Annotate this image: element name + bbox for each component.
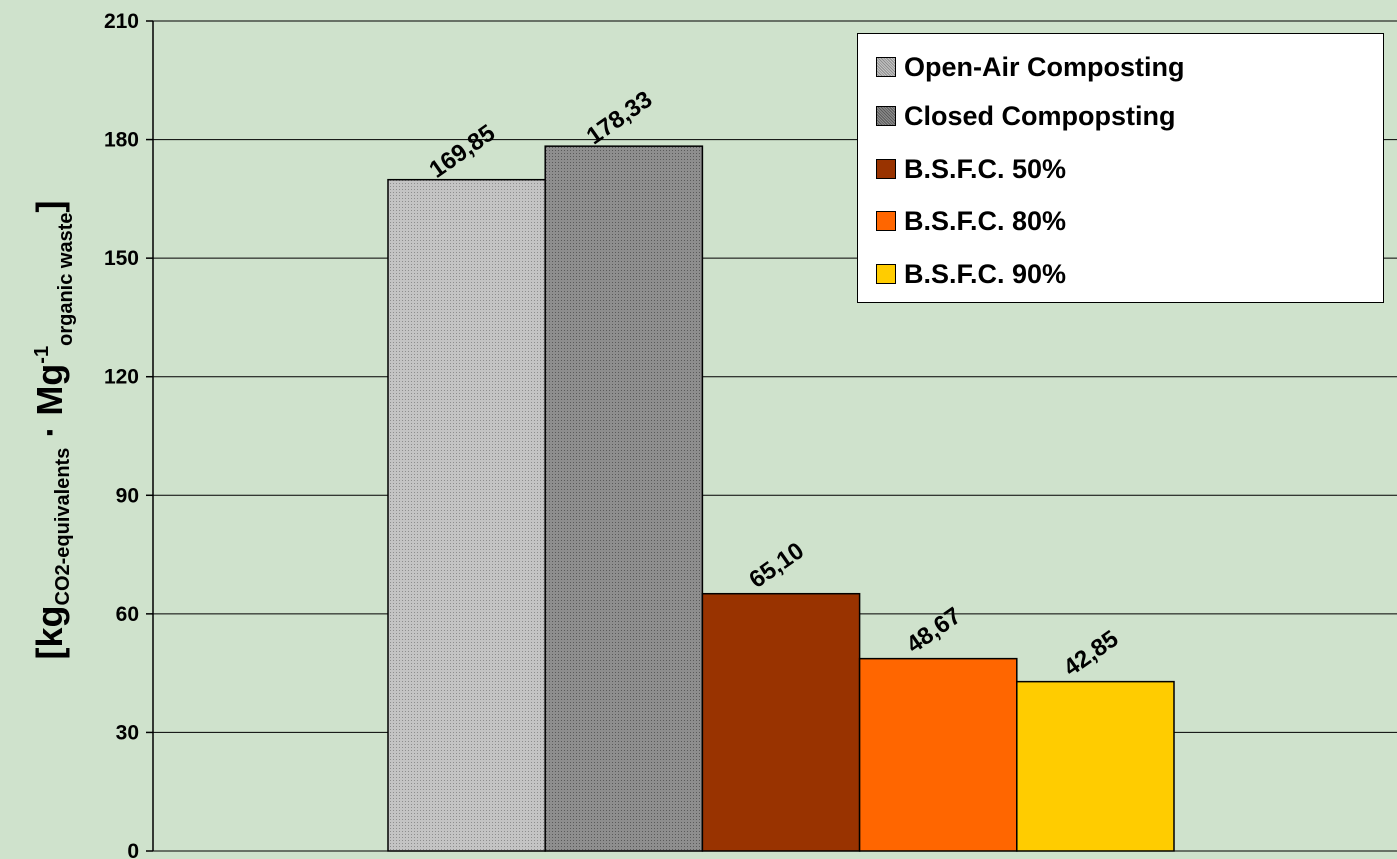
legend-label-open-air: Open-Air Composting [904, 51, 1185, 82]
data-label-0: 169,85 [424, 119, 500, 183]
y-tick-label: 180 [104, 129, 139, 152]
y-tick-label: 60 [116, 603, 139, 626]
bar-3 [858, 657, 1018, 852]
legend-item-bsfc-80: B.S.F.C. 80% [876, 206, 1066, 236]
ylabel-denominator-subscript: organic waste [55, 213, 77, 346]
data-label-1: 178,33 [582, 86, 658, 150]
legend-label-bsfc-90: B.S.F.C. 90% [904, 258, 1067, 289]
y-axis: 0 30 60 90 120 150 180 210 [104, 10, 154, 859]
data-label-3: 48,67 [902, 602, 967, 659]
data-label-4: 42,85 [1059, 625, 1124, 682]
bar-1 [544, 145, 704, 852]
ylabel-open: [kg [29, 606, 70, 660]
legend-item-bsfc-90: B.S.F.C. 90% [876, 259, 1066, 289]
legend-label-bsfc-80: B.S.F.C. 80% [904, 205, 1067, 236]
y-axis-label: [kgCO2-equivalents · Mg-1organic waste] [29, 201, 77, 660]
bar-4 [1016, 680, 1175, 852]
legend-item-bsfc-50: B.S.F.C. 50% [876, 154, 1066, 184]
legend-swatch-bsfc-50 [876, 159, 896, 179]
y-tick-label: 150 [104, 247, 139, 270]
y-tick-label: 0 [127, 840, 139, 859]
legend-label-bsfc-50: B.S.F.C. 50% [904, 153, 1067, 184]
bar-0 [387, 178, 546, 852]
y-tick-label: 30 [116, 721, 139, 744]
legend-swatch-closed [876, 106, 896, 126]
y-tick-label: 90 [116, 484, 139, 507]
legend: Open-Air Composting Closed Compopsting B… [857, 33, 1384, 303]
y-tick-label: 210 [104, 10, 139, 33]
data-label-2: 65,10 [744, 537, 809, 594]
ylabel-exponent: -1 [31, 346, 53, 364]
legend-item-closed: Closed Compopsting [876, 101, 1176, 131]
ylabel-unit-subscript: CO2-equivalents [52, 448, 74, 606]
legend-label-closed: Closed Compopsting [904, 100, 1176, 131]
legend-swatch-open-air [876, 57, 896, 77]
ylabel-dot-mg: · Mg [29, 364, 70, 448]
ylabel-close: ] [29, 201, 70, 213]
bars [387, 145, 1175, 852]
y-tick-label: 120 [104, 366, 139, 389]
legend-swatch-bsfc-90 [876, 264, 896, 284]
bar-2 [701, 592, 861, 852]
legend-item-open-air: Open-Air Composting [876, 52, 1184, 82]
legend-swatch-bsfc-80 [876, 211, 896, 231]
